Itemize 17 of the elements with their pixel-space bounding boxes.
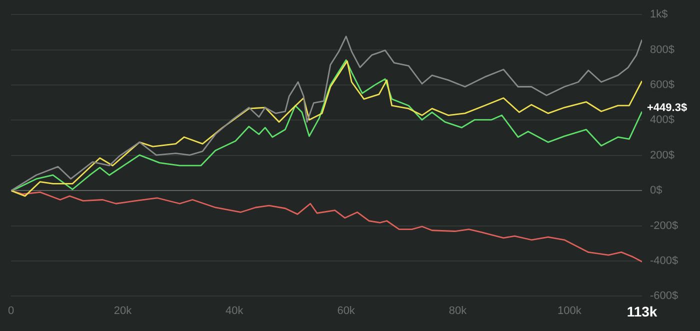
x-tick-label: 60k xyxy=(337,304,356,317)
x-tick-label: 40k xyxy=(226,304,244,317)
x-tick-label: 80k xyxy=(448,304,468,317)
y-tick-label: 400$ xyxy=(650,114,674,126)
x-tick-label: 100k xyxy=(557,304,582,317)
y-tick-label: 800$ xyxy=(650,44,674,56)
x-tick-label: 0 xyxy=(8,304,14,317)
x-tick-label: 20k xyxy=(114,304,132,317)
x-tick-label: 113k xyxy=(626,303,658,320)
y-tick-label: 200$ xyxy=(650,149,674,162)
y-tick-label: 1k$ xyxy=(650,8,668,21)
y-tick-label: 600$ xyxy=(650,79,674,92)
y-tick-label: -200$ xyxy=(650,220,678,232)
annotation: +449.3$ xyxy=(647,102,688,114)
y-tick-label: 0$ xyxy=(650,184,662,197)
y-tick-label: -400$ xyxy=(650,255,678,268)
y-tick-label: -600$ xyxy=(650,290,678,302)
